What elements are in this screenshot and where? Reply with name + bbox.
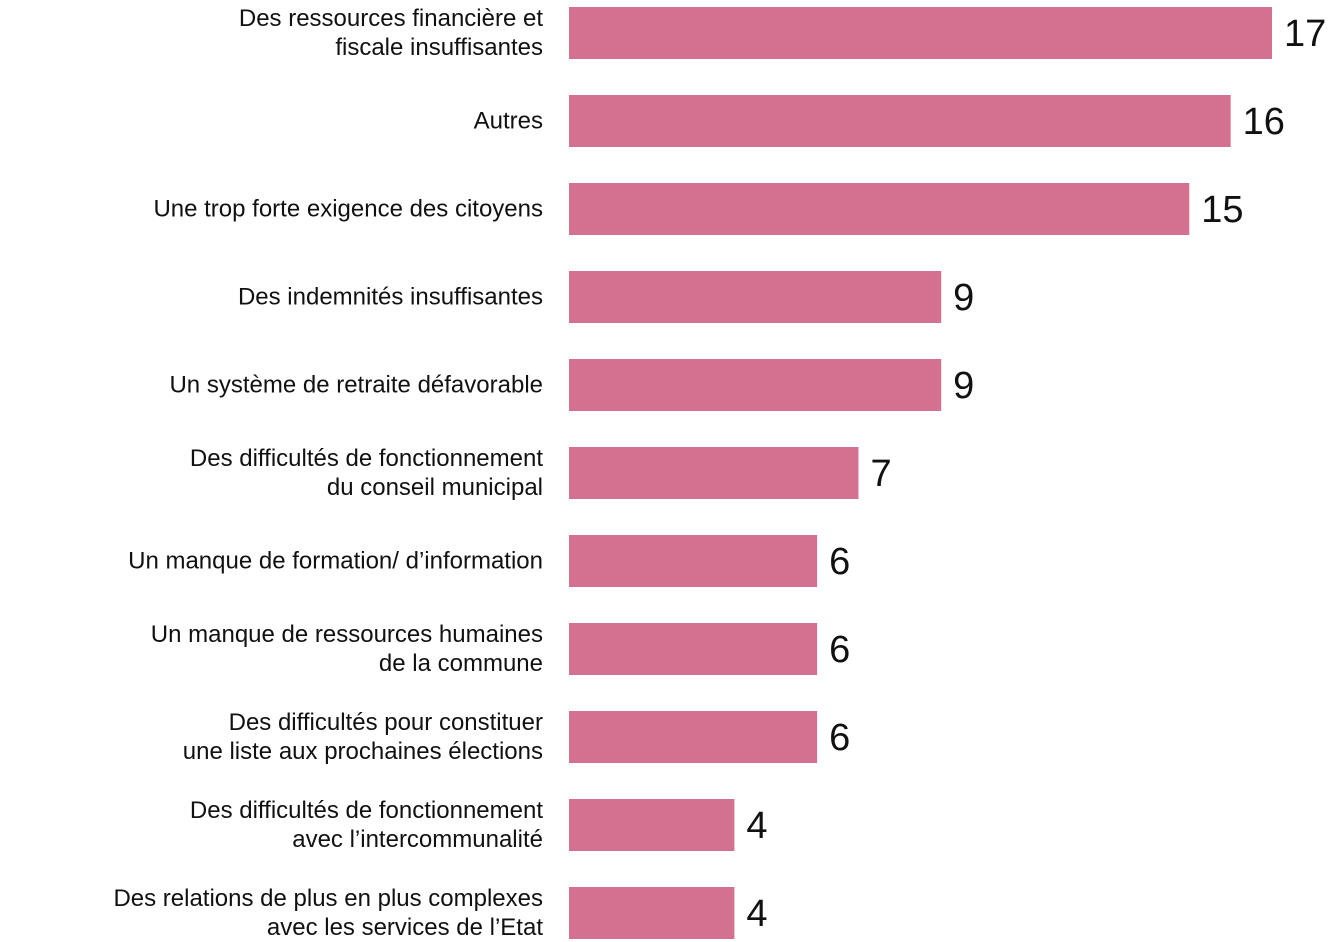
value-label: 4 bbox=[746, 893, 767, 935]
value-label: 15 bbox=[1201, 189, 1243, 231]
category-label: Un manque de formation/ d’information bbox=[128, 547, 543, 575]
bar bbox=[569, 535, 818, 587]
bar bbox=[569, 7, 1272, 59]
value-label: 7 bbox=[870, 453, 891, 495]
category-label: Des difficultés de fonctionnement avec l… bbox=[189, 797, 543, 853]
bar bbox=[569, 887, 735, 939]
category-label: Un manque de ressources humaines de la c… bbox=[150, 621, 543, 677]
value-label: 6 bbox=[829, 629, 850, 671]
category-label: Des difficultés de fonctionnement du con… bbox=[189, 445, 543, 501]
bar bbox=[569, 359, 942, 411]
value-label: 9 bbox=[953, 277, 974, 319]
category-label: Une trop forte exigence des citoyens bbox=[153, 195, 543, 223]
bar bbox=[569, 271, 942, 323]
category-label: Des ressources financière et fiscale ins… bbox=[238, 5, 543, 61]
category-label: Des indemnités insuffisantes bbox=[237, 283, 543, 311]
category-label: Des relations de plus en plus complexes … bbox=[113, 885, 543, 941]
bar bbox=[569, 95, 1231, 147]
bar bbox=[569, 711, 818, 763]
bar bbox=[569, 447, 859, 499]
category-label: Un système de retraite défavorable bbox=[169, 371, 543, 399]
value-label: 4 bbox=[746, 805, 767, 847]
bar bbox=[569, 183, 1190, 235]
bar bbox=[569, 623, 818, 675]
value-label: 17 bbox=[1284, 13, 1326, 55]
bar bbox=[569, 799, 735, 851]
value-label: 6 bbox=[829, 541, 850, 583]
value-label: 6 bbox=[829, 717, 850, 759]
category-label: Des difficultés pour constituer une list… bbox=[182, 709, 543, 765]
value-label: 16 bbox=[1243, 101, 1285, 143]
category-label: Autres bbox=[473, 107, 543, 135]
value-label: 9 bbox=[953, 365, 974, 407]
